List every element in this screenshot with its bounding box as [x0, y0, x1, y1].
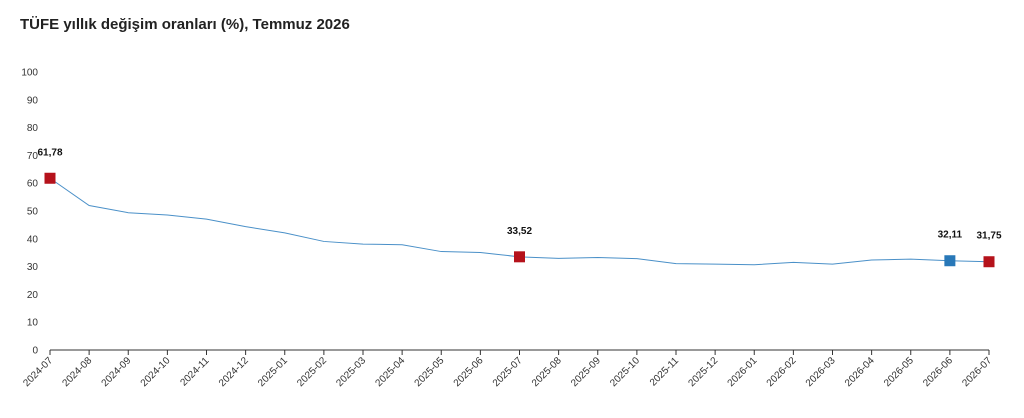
x-tick-label: 2026-03 — [804, 355, 838, 389]
y-tick-label: 20 — [27, 290, 39, 301]
x-tick-label: 2025-09 — [569, 355, 603, 389]
data-label: 31,75 — [976, 231, 1001, 242]
data-marker — [44, 172, 56, 184]
x-tick-label: 2024-12 — [217, 355, 251, 389]
x-tick-label: 2025-01 — [256, 355, 290, 389]
x-tick-label: 2025-08 — [530, 355, 564, 389]
data-label: 32,11 — [938, 230, 963, 241]
y-tick-label: 40 — [27, 234, 39, 245]
data-label: 33,52 — [507, 226, 532, 237]
y-tick-label: 0 — [32, 346, 38, 357]
x-axis-ticks: 2024-07 2024-08 2024-09 2024-10 2024-11 2024-… — [21, 350, 994, 389]
data-marker — [944, 255, 956, 267]
y-tick-label: 80 — [27, 123, 39, 134]
x-tick-label: 2024-07 — [21, 355, 55, 389]
x-tick-label: 2025-04 — [374, 355, 408, 389]
data-marker — [983, 256, 995, 268]
x-tick-label: 2026-05 — [882, 355, 916, 389]
x-tick-label: 2025-12 — [687, 355, 721, 389]
x-tick-label: 2026-07 — [960, 355, 994, 389]
x-tick-label: 2025-06 — [452, 355, 486, 389]
data-label: 61,78 — [37, 147, 62, 158]
x-tick-label: 2026-04 — [843, 355, 877, 389]
x-tick-label: 2025-05 — [413, 355, 447, 389]
data-marker — [514, 251, 525, 263]
x-tick-label: 2024-09 — [100, 355, 134, 389]
y-tick-label: 30 — [27, 262, 39, 273]
x-tick-label: 2024-11 — [178, 355, 212, 389]
chart-title: TÜFE yıllık değişim oranları (%), Temmuz… — [20, 16, 350, 33]
x-tick-label: 2024-08 — [61, 355, 95, 389]
x-tick-label: 2025-07 — [491, 355, 525, 389]
x-tick-label: 2025-02 — [295, 355, 329, 389]
data-labels: 61,78 33,52 32,11 31,75 — [37, 147, 1001, 241]
x-tick-label: 2025-11 — [648, 355, 682, 389]
y-tick-label: 70 — [27, 151, 39, 162]
y-tick-label: 100 — [21, 68, 38, 79]
y-tick-label: 60 — [27, 179, 39, 190]
x-tick-label: 2024-10 — [139, 355, 173, 389]
x-tick-label: 2026-06 — [921, 355, 955, 389]
y-tick-label: 50 — [27, 207, 39, 218]
x-tick-label: 2025-10 — [608, 355, 642, 389]
y-axis-ticks: 0 10 20 30 40 50 60 70 80 90 100 — [21, 68, 38, 357]
data-markers — [44, 172, 995, 268]
y-tick-label: 10 — [27, 318, 39, 329]
x-tick-label: 2026-02 — [765, 355, 799, 389]
x-tick-label: 2025-03 — [334, 355, 368, 389]
x-tick-label: 2026-01 — [726, 355, 760, 389]
y-tick-label: 90 — [27, 95, 39, 106]
